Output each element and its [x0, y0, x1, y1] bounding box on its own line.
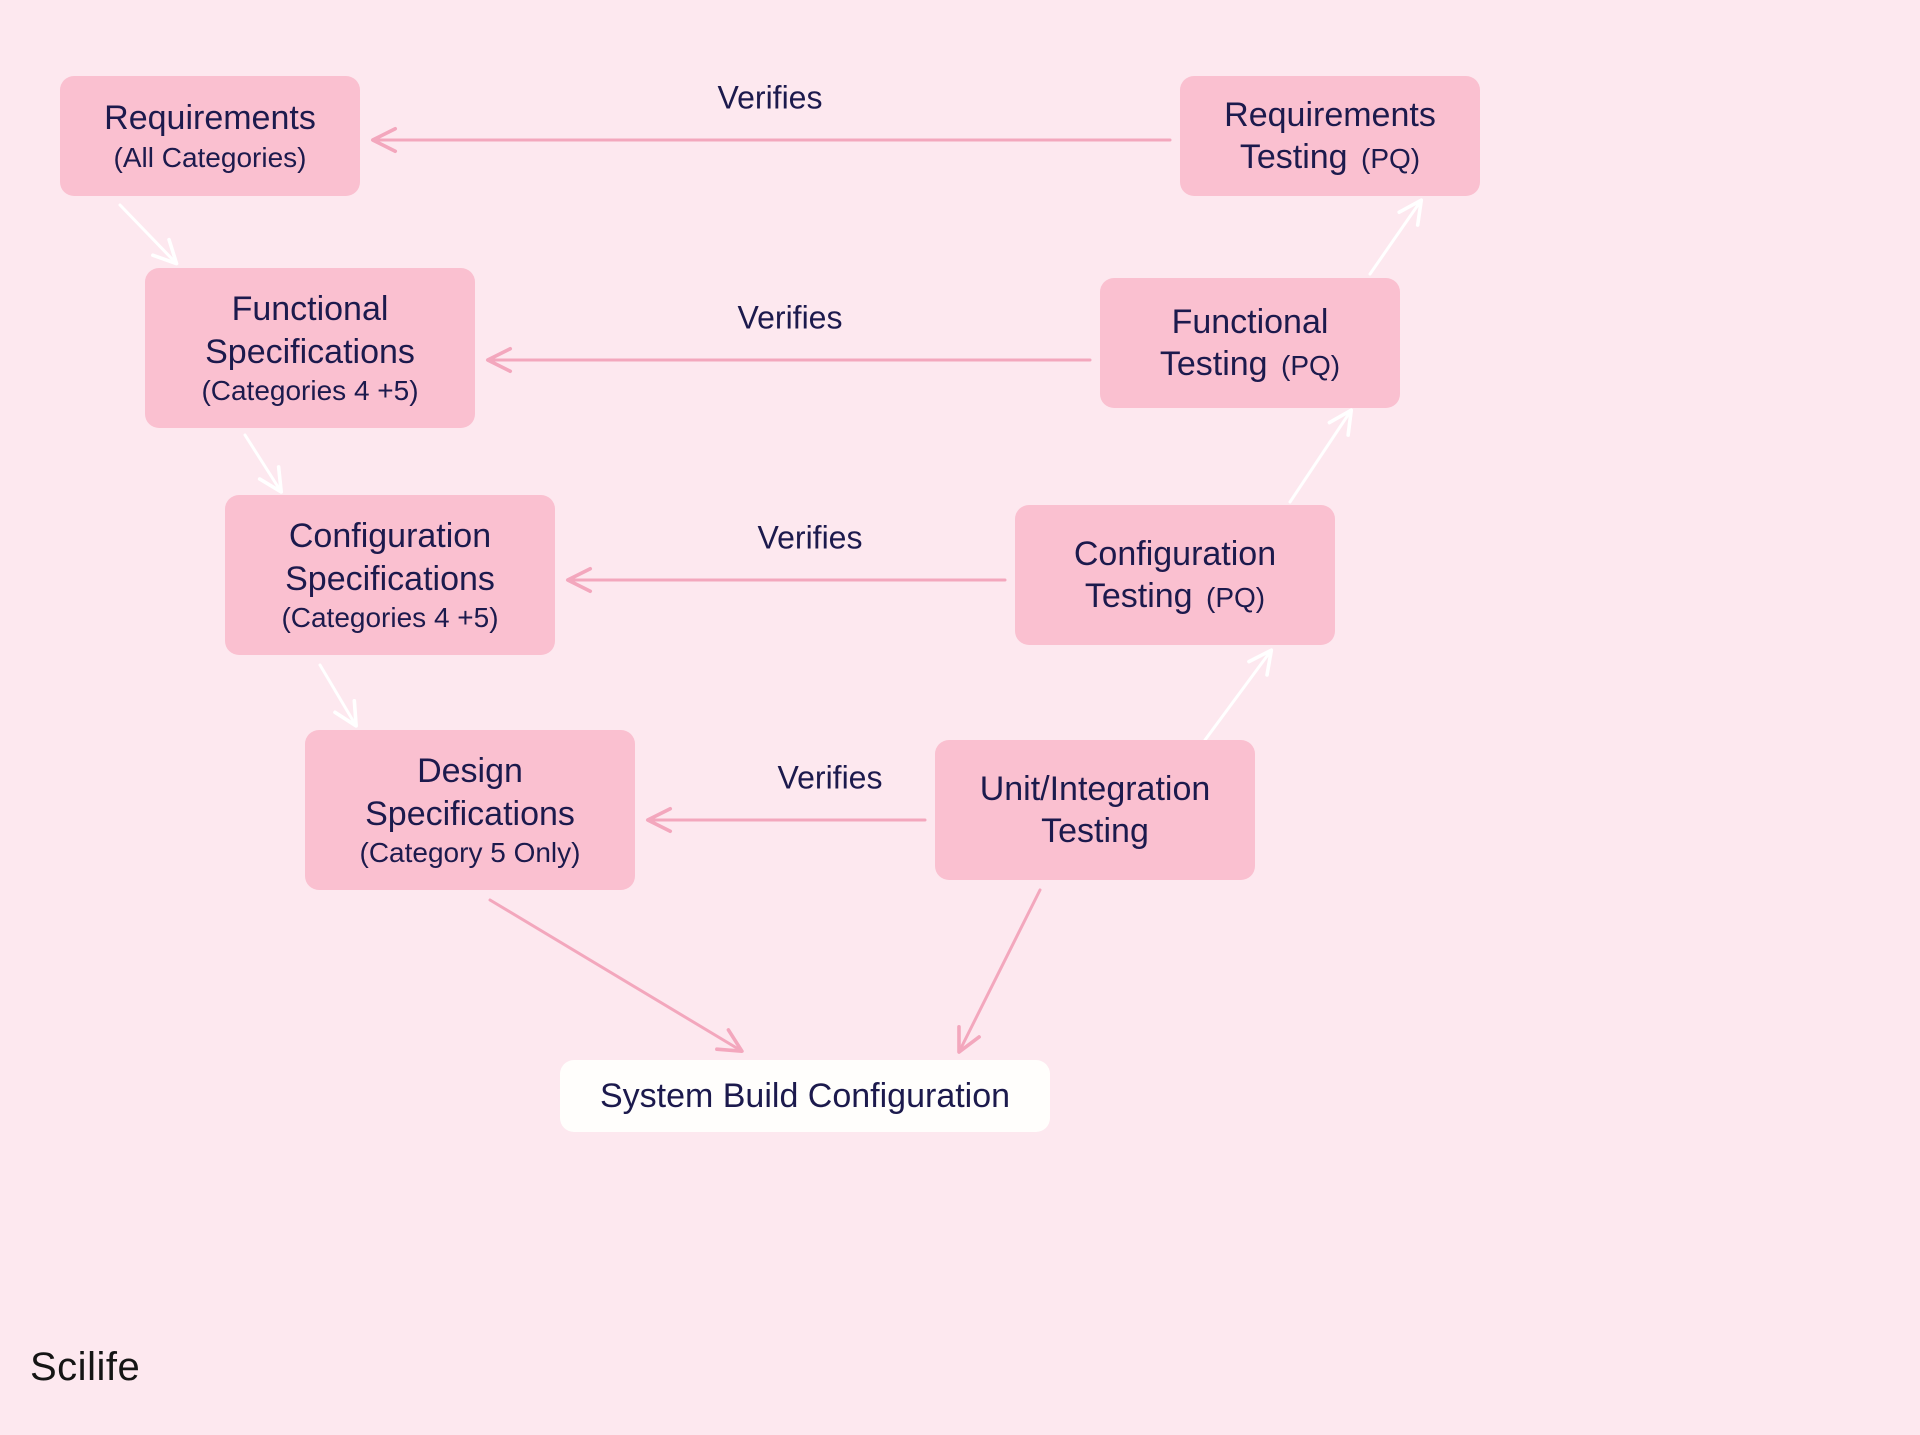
arrow	[490, 900, 740, 1050]
node-design-spec: Design Specifications (Category 5 Only)	[305, 730, 635, 890]
node-subtitle: (All Categories)	[114, 140, 307, 175]
testing-word: Testing	[1085, 577, 1193, 615]
edge-label-verifies-2: Verifies	[738, 300, 843, 337]
node-title-l2: Testing	[1041, 810, 1149, 853]
node-title-l2: Specifications	[365, 793, 575, 836]
edge-label-verifies-3: Verifies	[758, 520, 863, 557]
pq-suffix: (PQ)	[1206, 582, 1265, 613]
node-config-spec: Configuration Specifications (Categories…	[225, 495, 555, 655]
node-title-l2: Specifications	[285, 558, 495, 601]
node-requirements: Requirements (All Categories)	[60, 76, 360, 196]
edge-label-verifies-4: Verifies	[778, 760, 883, 797]
node-title-l2: Specifications	[205, 331, 415, 374]
node-title: System Build Configuration	[600, 1075, 1010, 1118]
pq-suffix: (PQ)	[1361, 143, 1420, 174]
arrow	[1290, 412, 1350, 502]
arrow	[960, 890, 1040, 1050]
node-title-l1: Unit/Integration	[980, 768, 1211, 811]
arrow-layer	[0, 0, 1920, 1435]
node-config-testing: Configuration Testing (PQ)	[1015, 505, 1335, 645]
node-subtitle: (Category 5 Only)	[360, 835, 581, 870]
node-subtitle: (Categories 4 +5)	[281, 600, 498, 635]
diagram-canvas: Requirements (All Categories) Functional…	[0, 0, 1920, 1435]
node-title-l2: Testing (PQ)	[1160, 343, 1340, 386]
arrow	[1205, 652, 1270, 740]
node-requirements-testing: Requirements Testing (PQ)	[1180, 76, 1480, 196]
node-title: Requirements	[104, 97, 316, 140]
arrow	[120, 205, 175, 262]
arrow	[1370, 202, 1420, 274]
node-title-l1: Configuration	[1074, 533, 1276, 576]
node-unit-integration-testing: Unit/Integration Testing	[935, 740, 1255, 880]
node-title-l1: Functional	[1172, 301, 1329, 344]
testing-word: Testing	[1240, 138, 1348, 176]
node-system-build: System Build Configuration	[560, 1060, 1050, 1132]
node-title-l1: Functional	[232, 288, 389, 331]
node-title-l1: Design	[417, 750, 523, 793]
node-title-l1: Configuration	[289, 515, 491, 558]
node-title-l2: Testing (PQ)	[1240, 136, 1420, 179]
node-title-l2: Testing (PQ)	[1085, 575, 1265, 618]
testing-word: Testing	[1160, 345, 1268, 383]
node-subtitle: (Categories 4 +5)	[201, 373, 418, 408]
pq-suffix: (PQ)	[1281, 350, 1340, 381]
node-functional-testing: Functional Testing (PQ)	[1100, 278, 1400, 408]
node-functional-spec: Functional Specifications (Categories 4 …	[145, 268, 475, 428]
node-title-l1: Requirements	[1224, 94, 1436, 137]
brand-logo-text: Scilife	[30, 1345, 140, 1390]
arrow	[245, 435, 280, 490]
arrow	[320, 665, 355, 724]
edge-label-verifies-1: Verifies	[718, 80, 823, 117]
